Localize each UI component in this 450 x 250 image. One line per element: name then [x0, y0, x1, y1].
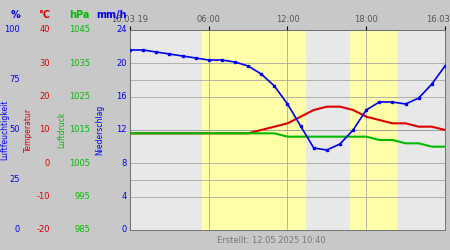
- Text: Luftdruck: Luftdruck: [58, 112, 67, 148]
- Text: 16: 16: [117, 92, 127, 101]
- Bar: [202, 30, 305, 230]
- Text: -20: -20: [36, 226, 50, 234]
- Text: 50: 50: [9, 126, 20, 134]
- Text: 100: 100: [4, 26, 20, 35]
- Text: 1045: 1045: [69, 26, 90, 35]
- Text: -10: -10: [36, 192, 50, 201]
- Text: Luftfeuchtigkeit: Luftfeuchtigkeit: [0, 100, 9, 160]
- Text: 12: 12: [117, 126, 127, 134]
- Text: 985: 985: [74, 226, 90, 234]
- Text: °C: °C: [38, 10, 50, 20]
- Text: mm/h: mm/h: [96, 10, 127, 20]
- Bar: [351, 30, 396, 230]
- Text: 1025: 1025: [69, 92, 90, 101]
- Text: 20: 20: [40, 92, 50, 101]
- Text: 10: 10: [40, 126, 50, 134]
- Text: 0: 0: [122, 226, 127, 234]
- Text: 0: 0: [15, 226, 20, 234]
- Text: 25: 25: [9, 176, 20, 184]
- Text: %: %: [10, 10, 20, 20]
- Text: 8: 8: [122, 159, 127, 168]
- Text: 1005: 1005: [69, 159, 90, 168]
- Text: 40: 40: [40, 26, 50, 35]
- Text: 0: 0: [45, 159, 50, 168]
- Text: 24: 24: [117, 26, 127, 35]
- Text: 20: 20: [117, 59, 127, 68]
- Text: 75: 75: [9, 76, 20, 84]
- Text: 1015: 1015: [69, 126, 90, 134]
- Text: 4: 4: [122, 192, 127, 201]
- Text: Erstellt: 12.05.2025 10:40: Erstellt: 12.05.2025 10:40: [217, 236, 326, 245]
- Text: hPa: hPa: [70, 10, 90, 20]
- Text: Niederschlag: Niederschlag: [95, 105, 104, 155]
- Text: 30: 30: [40, 59, 50, 68]
- Text: 995: 995: [74, 192, 90, 201]
- Text: 1035: 1035: [69, 59, 90, 68]
- Text: Temperatur: Temperatur: [23, 108, 32, 152]
